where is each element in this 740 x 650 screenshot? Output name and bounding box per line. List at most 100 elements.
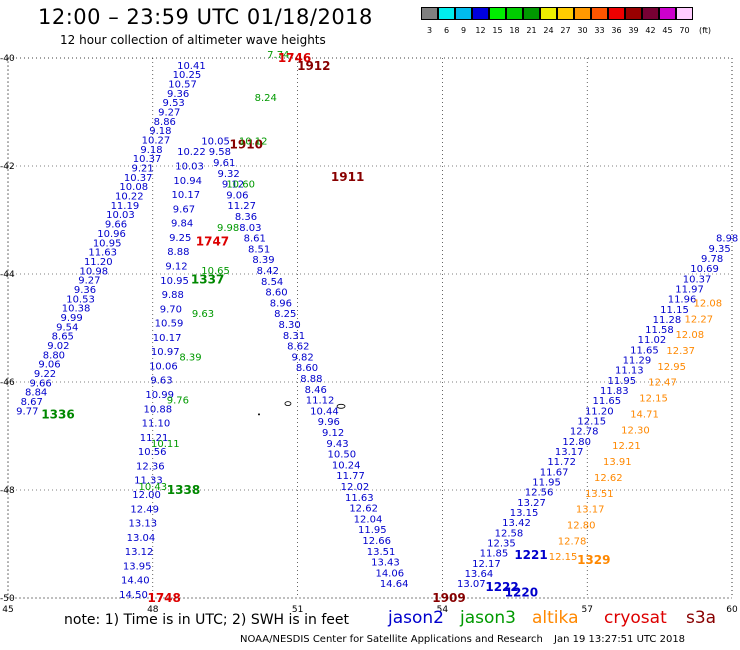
tick-lat--46: -46 [0,378,15,388]
swh-value: 10.56 [138,447,167,458]
tick-lon-48: 48 [147,605,159,615]
units-note: note: 1) Time is in UTC; 2) SWH is in fe… [64,612,350,628]
scale-label-36: 36 [611,26,622,35]
swh-value: 10.05 [201,136,230,147]
swh-value: 10.53 [66,294,95,305]
tick-lon-51: 51 [292,605,303,615]
swh-value: 9.27 [78,276,100,287]
swh-value: 9.99 [61,313,83,324]
swh-value: 10.37 [133,154,162,165]
swh-value: 11.83 [600,386,629,397]
swh-value: 11.85 [480,549,509,560]
swh-value: 10.25 [173,70,202,81]
swh-value: 8.65 [52,332,74,343]
swh-value: 12.15 [639,394,668,405]
swh-value: 9.63 [150,376,172,387]
scale-swatch-6 [438,7,455,20]
swh-value: 12.02 [341,482,370,493]
swh-value: 10.57 [168,79,197,90]
swh-value: 11.95 [532,478,561,489]
scale-label-42: 42 [645,26,656,35]
swh-value: 10.24 [332,460,361,471]
scale-label-39: 39 [628,26,639,35]
swh-value: 9.67 [173,204,195,215]
swh-value: 9.36 [167,89,189,100]
track-time-label: 1909 [432,591,465,605]
swh-value: 10.06 [149,361,178,372]
swh-value: 10.95 [93,238,122,249]
swh-value: 9.76 [167,396,189,407]
swh-value: 8.25 [274,309,296,320]
swh-value: 11.97 [675,284,704,295]
swh-value: 11.63 [88,248,117,259]
swh-value: 8.60 [265,288,287,299]
swh-value: 8.80 [43,350,65,361]
swh-value: 8.67 [21,397,43,408]
tick-lon-60: 60 [726,605,738,615]
swh-value: 9.78 [701,254,723,265]
scale-swatch-36 [608,7,625,20]
swh-value: 12.08 [675,330,704,341]
swh-value: 10.11 [151,439,180,450]
swh-value: 13.42 [502,518,531,529]
swh-value: 10.27 [142,136,171,147]
swh-value: 10.59 [155,319,184,330]
swh-value: 9.58 [209,147,231,158]
swh-value: 11.02 [638,335,667,346]
swh-value: 9.61 [213,158,235,169]
swh-value: 10.22 [177,147,206,158]
swh-value: 13.43 [371,558,400,569]
scale-swatch-45 [659,7,676,20]
swh-value: 8.03 [239,223,261,234]
swh-value: 8.54 [261,277,283,288]
swh-value: 13.95 [123,561,152,572]
swh-value: 11.58 [645,325,674,336]
swh-value: 8.60 [296,363,318,374]
scale-label-9: 9 [460,26,467,35]
swh-value: 8.39 [179,352,201,363]
swh-value: 13.91 [603,457,632,468]
scale-label-27: 27 [560,26,571,35]
swh-value: 13.13 [129,519,158,530]
swh-value: 8.84 [25,388,47,399]
swh-value: 9.98 [217,223,239,234]
swh-value: 11.65 [630,345,659,356]
tick-lon-45: 45 [2,605,13,615]
swh-value: 11.96 [668,295,697,306]
track-time-label: 1910 [230,137,263,151]
swh-value: 11.95 [608,376,637,387]
scale-swatch-12 [472,7,489,20]
scale-label-45: 45 [662,26,673,35]
swh-value: 11.13 [615,366,644,377]
swh-value: 10.43 [138,482,167,493]
swh-value: 10.22 [115,192,144,203]
swh-value: 12.95 [657,362,686,373]
generation-timestamp: Jan 19 13:27:51 UTC 2018 [554,634,686,645]
swh-value: 10.94 [173,176,202,187]
swh-value: 11.63 [345,493,374,504]
swh-value: 9.96 [318,417,340,428]
swh-value: 12.27 [684,314,713,325]
swh-value: 9.54 [56,322,78,333]
swh-value: 12.36 [136,461,165,472]
track-time-label: 1337 [191,272,224,286]
swh-value: 8.61 [244,234,266,245]
swh-value: 12.08 [694,298,723,309]
swh-value: 10.12 [239,136,268,147]
swh-value: 7.74 [267,50,289,61]
legend-cryosat: cryosat [604,608,667,628]
swh-value: 10.97 [151,347,180,358]
swh-value: 14.06 [375,568,404,579]
track-time-label: 1746 [278,51,311,65]
legend-altika: altika [532,608,579,628]
swh-value: 9.66 [29,378,51,389]
swh-value: 8.86 [154,117,176,128]
swh-value: 8.46 [305,385,327,396]
swh-value: 10.03 [106,210,135,221]
swh-value: 13.51 [367,547,396,558]
credit-line: NOAA/NESDIS Center for Satellite Applica… [240,634,543,645]
swh-value: 10.37 [683,274,712,285]
track-time-label: 1329 [577,553,610,567]
swh-value: 10.03 [175,161,204,172]
